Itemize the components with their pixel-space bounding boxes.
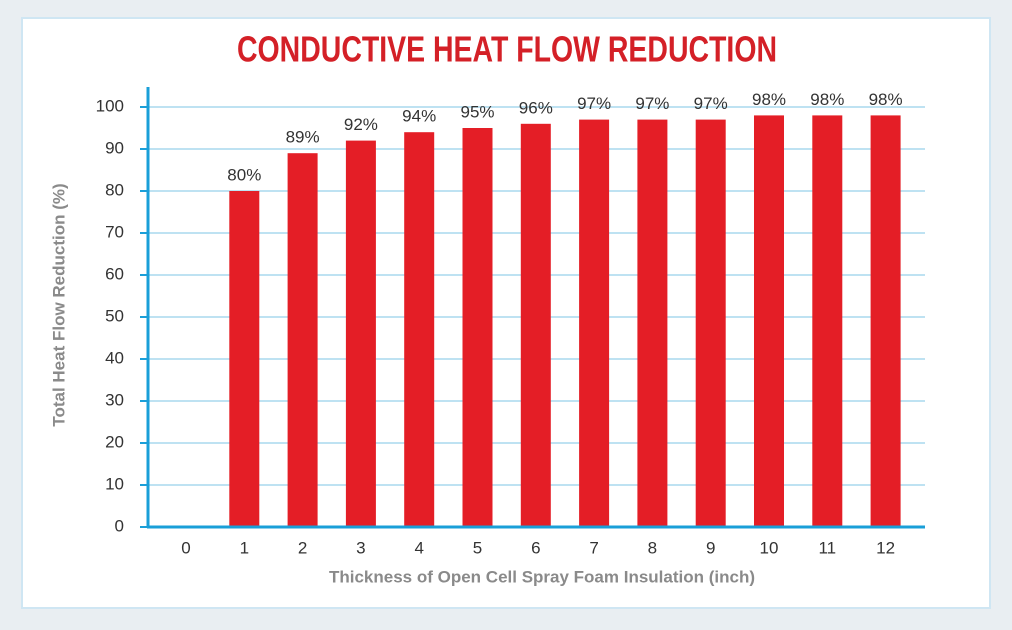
bar: [870, 115, 901, 528]
bar: [520, 123, 551, 528]
value-label: 97%: [577, 94, 611, 113]
bar: [229, 191, 260, 527]
y-tick-label: 10: [105, 474, 124, 493]
x-tick-label: 7: [589, 538, 598, 557]
y-tick-label: 0: [115, 516, 124, 535]
value-label: 98%: [869, 90, 903, 109]
x-tick-label: 5: [473, 538, 482, 557]
y-tick-label: 90: [105, 138, 124, 157]
value-label: 92%: [344, 115, 378, 134]
y-tick-label: 70: [105, 222, 124, 241]
bar: [637, 119, 668, 527]
value-label: 94%: [402, 107, 436, 126]
x-tick-label: 6: [531, 538, 540, 557]
bar: [345, 140, 376, 527]
x-axis-title: Thickness of Open Cell Spray Foam Insula…: [329, 567, 755, 586]
x-tick-label: 8: [648, 538, 657, 557]
y-tick-label: 30: [105, 390, 124, 409]
y-tick-label: 60: [105, 264, 124, 283]
x-tick-label: 12: [876, 538, 895, 557]
bar: [579, 119, 610, 527]
value-label: 97%: [635, 94, 669, 113]
value-label: 80%: [227, 165, 261, 184]
y-tick-label: 40: [105, 348, 124, 367]
y-tick-label: 20: [105, 432, 124, 451]
bar: [287, 153, 318, 527]
bar: [812, 115, 843, 528]
x-tick-label: 11: [818, 538, 836, 557]
x-tick-label: 3: [356, 538, 365, 557]
value-label: 96%: [519, 98, 553, 117]
chart-title: CONDUCTIVE HEAT FLOW REDUCTION: [237, 29, 777, 70]
value-label: 98%: [810, 90, 844, 109]
x-tick-label: 4: [414, 538, 423, 557]
bar: [754, 115, 784, 528]
y-axis-title: Total Heat Flow Reduction (%): [49, 183, 68, 426]
value-label: 98%: [752, 90, 786, 109]
x-tick-label: 2: [298, 538, 307, 557]
y-tick-label: 80: [105, 180, 124, 199]
y-tick-label: 50: [105, 306, 124, 325]
bar: [404, 132, 435, 527]
x-tick-label: 10: [760, 538, 779, 557]
bar: [695, 119, 726, 527]
bar: [462, 128, 493, 527]
x-tick-label: 1: [240, 538, 249, 557]
x-tick-label: 9: [706, 538, 715, 557]
y-tick-label: 100: [96, 96, 124, 115]
x-tick-label: 0: [181, 538, 190, 557]
value-label: 97%: [694, 94, 728, 113]
value-label: 89%: [286, 128, 320, 147]
value-label: 95%: [460, 102, 494, 121]
